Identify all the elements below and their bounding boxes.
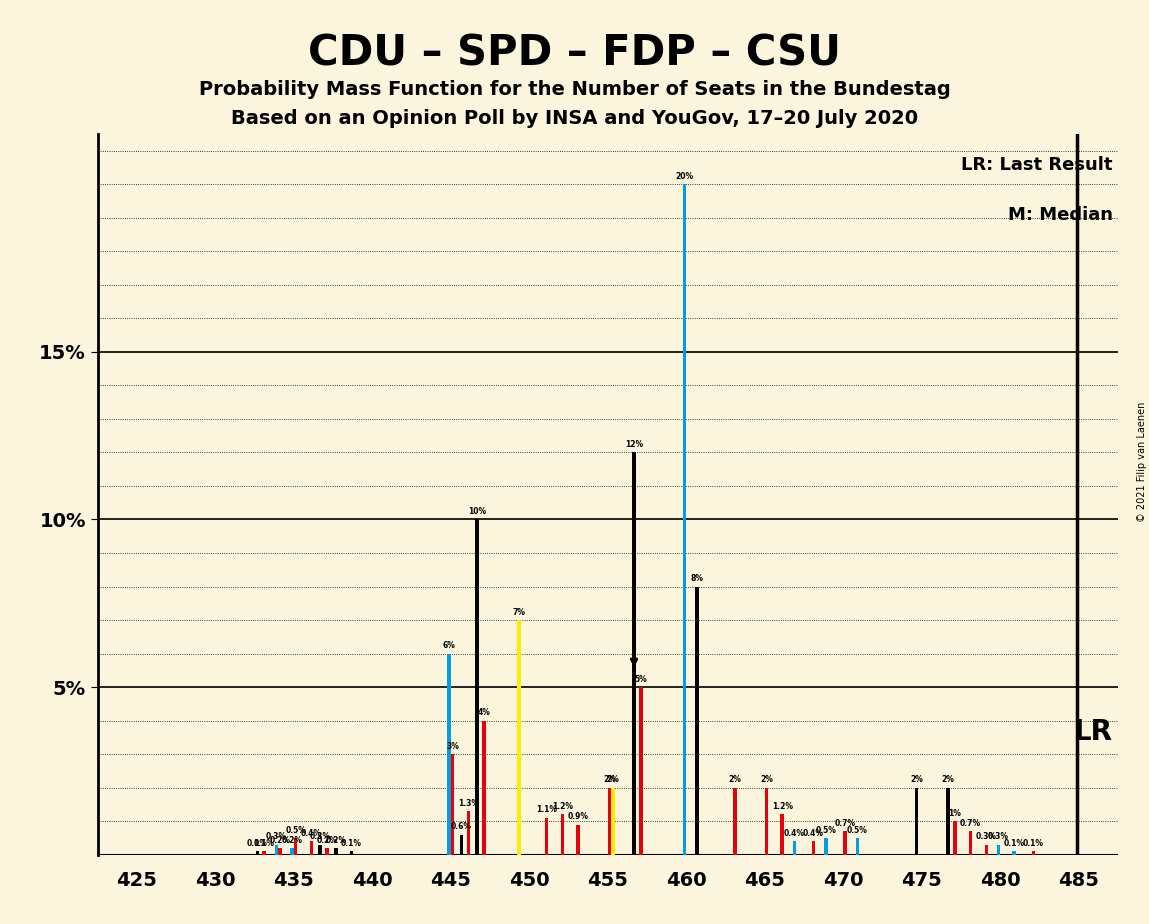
Bar [969,832,972,855]
Bar [476,519,479,855]
Text: 0.4%: 0.4% [301,829,322,838]
Text: 0.5%: 0.5% [285,825,306,834]
Text: CDU – SPD – FDP – CSU: CDU – SPD – FDP – CSU [308,32,841,74]
Bar [812,841,816,855]
Text: 0.3%: 0.3% [976,833,997,841]
Text: Based on an Opinion Poll by INSA and YouGov, 17–20 July 2020: Based on an Opinion Poll by INSA and You… [231,109,918,128]
Bar [309,841,313,855]
Text: 1.2%: 1.2% [772,802,793,811]
Bar [683,184,686,855]
Bar [780,814,784,855]
Bar [318,845,322,855]
Text: 0.7%: 0.7% [961,819,981,828]
Bar [1012,851,1016,855]
Text: 0.6%: 0.6% [450,822,472,832]
Text: 0.7%: 0.7% [834,819,856,828]
Text: 5%: 5% [634,675,647,684]
Text: 0.1%: 0.1% [341,839,362,848]
Text: 1.1%: 1.1% [537,806,557,814]
Text: 10%: 10% [468,507,486,517]
Bar [450,754,454,855]
Text: 2%: 2% [761,775,773,784]
Text: 0.1%: 0.1% [247,839,268,848]
Text: 4%: 4% [478,709,491,717]
Bar [577,824,580,855]
Bar [608,787,611,855]
Bar [291,848,294,855]
Bar [695,587,699,855]
Text: 0.1%: 0.1% [1023,839,1044,848]
Bar [466,811,470,855]
Bar [447,653,450,855]
Bar [856,838,859,855]
Bar [278,848,282,855]
Bar [561,814,564,855]
Bar [517,620,520,855]
Bar [483,721,486,855]
Text: 2%: 2% [910,775,923,784]
Text: 7%: 7% [512,608,525,616]
Bar [639,687,642,855]
Bar [985,845,988,855]
Text: 1.2%: 1.2% [552,802,573,811]
Bar [733,787,737,855]
Text: 1%: 1% [948,808,962,818]
Bar [765,787,769,855]
Text: 0.5%: 0.5% [816,825,836,834]
Bar [325,848,329,855]
Text: 2%: 2% [941,775,955,784]
Text: 0.5%: 0.5% [847,825,867,834]
Text: 2%: 2% [603,775,616,784]
Bar [349,851,353,855]
Text: 0.3%: 0.3% [265,833,287,841]
Bar [954,821,957,855]
Text: LR: Last Result: LR: Last Result [962,155,1113,174]
Bar [793,841,796,855]
Bar [294,838,298,855]
Bar [262,851,265,855]
Text: © 2021 Filip van Laenen: © 2021 Filip van Laenen [1136,402,1147,522]
Text: 1.3%: 1.3% [457,798,479,808]
Text: 0.4%: 0.4% [803,829,824,838]
Text: 20%: 20% [676,172,694,181]
Bar [915,787,918,855]
Text: M: Median: M: Median [1008,206,1113,224]
Text: 0.1%: 0.1% [1004,839,1025,848]
Text: 0.2%: 0.2% [325,835,346,845]
Bar [824,838,827,855]
Bar [843,832,847,855]
Text: 12%: 12% [625,440,643,449]
Bar [1032,851,1035,855]
Bar [545,818,548,855]
Bar [997,845,1001,855]
Text: 0.1%: 0.1% [254,839,275,848]
Text: 0.4%: 0.4% [784,829,805,838]
Bar [460,834,463,855]
Text: 2%: 2% [607,775,619,784]
Text: 8%: 8% [691,574,703,583]
Text: 0.3%: 0.3% [988,833,1009,841]
Text: LR: LR [1074,718,1113,746]
Bar [947,787,950,855]
Bar [632,453,635,855]
Bar [255,851,259,855]
Text: 0.2%: 0.2% [269,835,291,845]
Text: 2%: 2% [728,775,741,784]
Text: 3%: 3% [446,742,458,751]
Bar [334,848,338,855]
Bar [611,787,615,855]
Text: 6%: 6% [442,641,455,650]
Text: 0.9%: 0.9% [568,812,588,821]
Text: 0.2%: 0.2% [282,835,302,845]
Text: 0.2%: 0.2% [316,835,338,845]
Bar [275,845,278,855]
Text: 0.3%: 0.3% [309,833,331,841]
Text: Probability Mass Function for the Number of Seats in the Bundestag: Probability Mass Function for the Number… [199,80,950,100]
